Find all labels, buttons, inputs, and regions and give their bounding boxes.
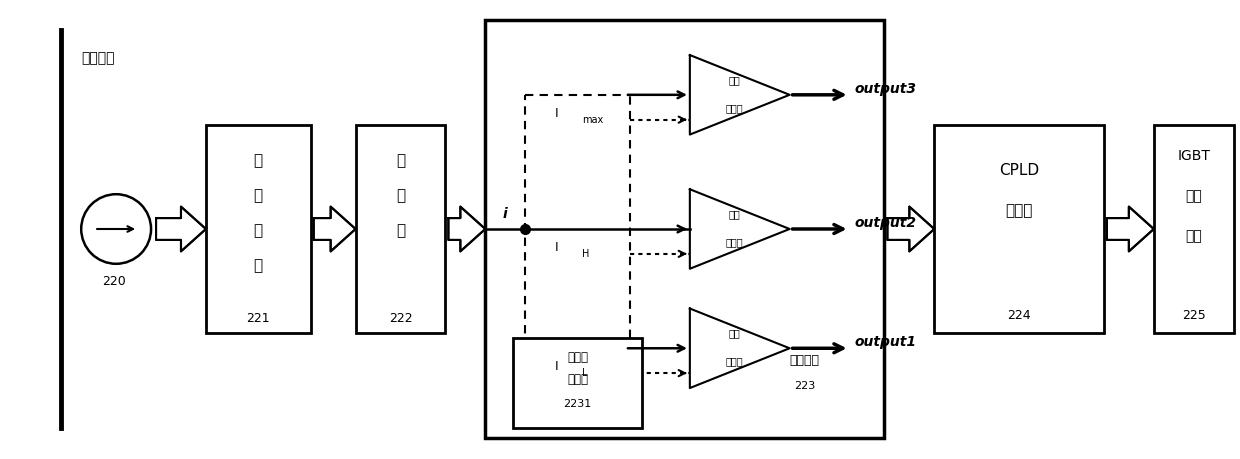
Text: 调: 调 (254, 153, 263, 168)
Text: output2: output2 (854, 216, 916, 230)
Text: 220: 220 (102, 274, 126, 287)
Bar (1153, 125, 1234, 334)
Bar (356, 125, 445, 334)
Text: 221: 221 (247, 312, 270, 325)
Text: 电路: 电路 (1185, 229, 1202, 242)
Bar (206, 125, 311, 334)
Text: H: H (582, 248, 589, 258)
Text: 缓: 缓 (396, 153, 405, 168)
Text: I: I (556, 106, 559, 119)
Bar (485, 21, 884, 438)
Text: 225: 225 (1182, 309, 1205, 322)
Text: 交流母线: 交流母线 (81, 51, 115, 65)
Polygon shape (314, 207, 356, 252)
Polygon shape (156, 207, 206, 252)
Bar (934, 125, 1104, 334)
Text: 驱动: 驱动 (1185, 189, 1202, 203)
Text: 理: 理 (254, 188, 263, 203)
Text: IGBT: IGBT (1177, 149, 1210, 163)
Text: max: max (582, 114, 604, 124)
Text: L: L (582, 367, 588, 377)
Text: 第一: 第一 (729, 328, 740, 338)
Text: I: I (556, 241, 559, 253)
Text: 第三: 第三 (729, 75, 740, 85)
Polygon shape (449, 207, 485, 252)
Text: 冲: 冲 (396, 188, 405, 203)
Text: CPLD: CPLD (999, 163, 1039, 178)
Text: 比较电路: 比较电路 (790, 353, 820, 366)
Text: 223: 223 (794, 380, 815, 390)
Text: output3: output3 (854, 82, 916, 95)
Text: 比较器: 比较器 (725, 236, 744, 246)
Text: 比较器: 比较器 (725, 355, 744, 365)
Text: 路: 路 (254, 257, 263, 272)
Text: i: i (503, 207, 507, 221)
Text: 224: 224 (1007, 309, 1030, 322)
Polygon shape (1107, 207, 1153, 252)
Text: 置电路: 置电路 (567, 372, 588, 385)
Text: 控制器: 控制器 (1006, 203, 1033, 218)
Bar (513, 339, 642, 428)
Text: 器: 器 (396, 223, 405, 237)
Text: I: I (556, 359, 559, 372)
Text: 222: 222 (388, 312, 413, 325)
Polygon shape (888, 207, 934, 252)
Text: 2231: 2231 (563, 398, 591, 408)
Text: 电: 电 (254, 223, 263, 237)
Text: 阈值设: 阈值设 (567, 350, 588, 364)
Text: output1: output1 (854, 335, 916, 348)
Text: 比较器: 比较器 (725, 102, 744, 112)
Text: 第二: 第二 (729, 209, 740, 218)
